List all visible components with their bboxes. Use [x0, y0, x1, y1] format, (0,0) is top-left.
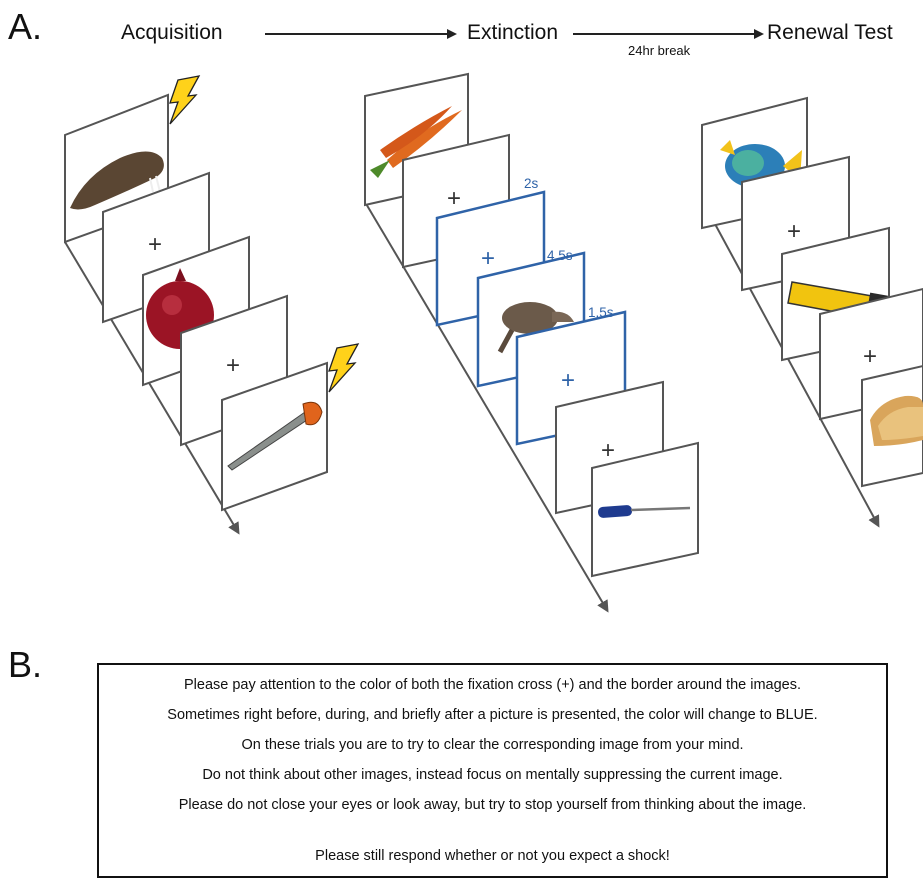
acquisition-sequence: + + [64, 75, 360, 535]
extinction-sequence: + + 2s 4.5s + 1.5s + [364, 72, 699, 613]
timing-label-4-5s: 4.5s [547, 248, 573, 263]
instruction-line-1: Please pay attention to the color of bot… [183, 677, 802, 693]
fixation-cross: + [447, 185, 461, 212]
instruction-line-3: On these trials you are to try to clear … [241, 737, 744, 753]
instructions-box: Please pay attention to the color of bot… [97, 663, 888, 878]
frame-saw [221, 361, 328, 512]
trial-sequence-diagram: + + [64, 29, 923, 613]
lightning-bolt-icon [169, 75, 201, 125]
break-label: 24hr break [628, 43, 691, 58]
fixation-cross: + [601, 437, 615, 464]
fixation-cross-blue: + [481, 245, 495, 272]
instruction-line-5: Please do not close your eyes or look aw… [178, 797, 807, 813]
frame-screwdriver [591, 441, 699, 578]
carrot-image [370, 106, 462, 178]
instruction-line-4: Do not think about other images, instead… [202, 767, 783, 783]
phase-acquisition: Acquisition [121, 21, 223, 44]
toast-image [870, 395, 923, 446]
instruction-line-2: Sometimes right before, during, and brie… [167, 707, 818, 723]
fixation-cross-blue: + [561, 367, 575, 394]
fixation-cross: + [787, 218, 801, 245]
aardvark-image [497, 302, 574, 354]
frame-toast [861, 364, 923, 488]
phase-extinction: Extinction [467, 21, 559, 44]
fixation-cross: + [226, 352, 240, 379]
lightning-bolt-icon [328, 343, 360, 393]
screwdriver-image [598, 505, 691, 518]
timeline-axis [364, 201, 609, 613]
instruction-line-6: Please still respond whether or not you … [315, 848, 670, 864]
fixation-cross: + [148, 231, 162, 258]
renewal-test-sequence: + + [701, 96, 923, 528]
phase-renewal-test: Renewal Test [767, 21, 893, 44]
walrus-image [70, 151, 164, 210]
fixation-cross: + [863, 343, 877, 370]
panel-a-label: A. [8, 6, 43, 47]
panel-b-label: B. [8, 644, 43, 685]
saw-image [227, 401, 323, 471]
timeline-axis [701, 199, 880, 528]
timing-label-1-5s: 1.5s [588, 305, 614, 320]
timing-label-2s: 2s [524, 176, 539, 191]
timeline-axis [64, 241, 240, 535]
